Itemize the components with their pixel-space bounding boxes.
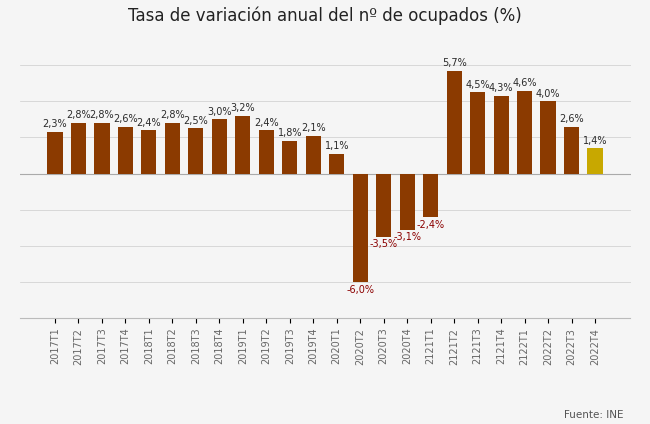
Text: 2,4%: 2,4% [254, 117, 279, 128]
Bar [282, 141, 298, 173]
Bar [423, 173, 438, 217]
Text: 1,1%: 1,1% [324, 141, 349, 151]
Text: 3,2%: 3,2% [231, 103, 255, 113]
Bar [259, 130, 274, 173]
Text: 4,6%: 4,6% [512, 78, 537, 88]
Bar [470, 92, 486, 173]
Bar [517, 90, 532, 173]
Text: 2,5%: 2,5% [183, 116, 208, 126]
Bar [564, 127, 579, 173]
Text: Fuente: INE: Fuente: INE [564, 410, 624, 420]
Text: -2,4%: -2,4% [417, 220, 445, 230]
Bar [400, 173, 415, 229]
Bar [493, 96, 509, 173]
Text: 2,4%: 2,4% [136, 117, 161, 128]
Bar [447, 71, 461, 173]
Bar [71, 123, 86, 173]
Text: 4,5%: 4,5% [465, 80, 490, 89]
Title: Tasa de variación anual del nº de ocupados (%): Tasa de variación anual del nº de ocupad… [128, 7, 522, 25]
Text: 3,0%: 3,0% [207, 107, 231, 117]
Text: -3,5%: -3,5% [370, 240, 398, 249]
Text: 1,8%: 1,8% [278, 128, 302, 138]
Bar [352, 173, 368, 282]
Bar [118, 127, 133, 173]
Bar [235, 116, 250, 173]
Text: 2,6%: 2,6% [113, 114, 138, 124]
Bar [329, 154, 344, 173]
Bar [94, 123, 109, 173]
Bar [141, 130, 157, 173]
Text: 2,1%: 2,1% [301, 123, 326, 133]
Bar [376, 173, 391, 237]
Bar [47, 132, 62, 173]
Text: 2,8%: 2,8% [90, 110, 114, 120]
Bar [188, 128, 203, 173]
Text: -3,1%: -3,1% [393, 232, 421, 242]
Text: 4,0%: 4,0% [536, 89, 560, 99]
Text: -6,0%: -6,0% [346, 285, 374, 295]
Bar [541, 101, 556, 173]
Text: 4,3%: 4,3% [489, 83, 514, 93]
Text: 2,8%: 2,8% [66, 110, 91, 120]
Text: 1,4%: 1,4% [583, 136, 607, 145]
Bar [164, 123, 180, 173]
Text: 5,7%: 5,7% [442, 58, 467, 68]
Text: 2,8%: 2,8% [160, 110, 185, 120]
Text: 2,6%: 2,6% [559, 114, 584, 124]
Bar [212, 120, 227, 173]
Text: 2,3%: 2,3% [43, 119, 67, 129]
Bar [306, 136, 321, 173]
Bar [588, 148, 603, 173]
